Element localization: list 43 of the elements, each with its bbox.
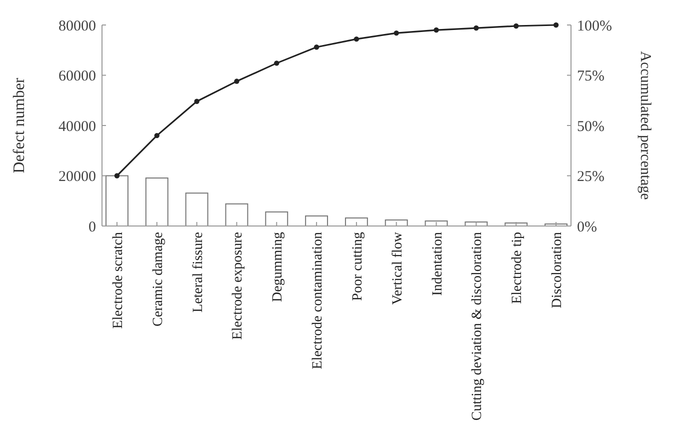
- y2-tick-label: 25%: [577, 169, 604, 185]
- y2-tick-label: 50%: [577, 118, 604, 135]
- y-axis-title: Defect number: [11, 77, 28, 174]
- x-tick-label: Degumming: [270, 232, 286, 302]
- point: [314, 44, 320, 50]
- x-tick-label: Electrode contamination: [310, 232, 326, 370]
- y2-tick-label: 75%: [577, 68, 604, 84]
- y2-axis-title: Accumulated percentage: [637, 51, 653, 200]
- x-tick-label: Vertical flow: [390, 231, 406, 305]
- point: [553, 22, 559, 28]
- y-tick-label: 20000: [58, 169, 96, 185]
- point: [274, 60, 280, 66]
- y-tick-label: 80000: [58, 18, 96, 34]
- bar: [265, 211, 288, 226]
- x-tick-label: Electrode tip: [510, 232, 526, 304]
- y-tick-label: 0: [88, 219, 96, 236]
- point: [234, 78, 240, 84]
- point: [114, 173, 120, 178]
- point: [154, 132, 160, 138]
- point: [514, 23, 519, 29]
- x-tick-label: Electrode scratch: [110, 232, 126, 329]
- x-tick-label: Cutting deviation & discoloration: [470, 232, 486, 421]
- bar: [305, 215, 328, 226]
- y-tick-label: 60000: [58, 68, 96, 84]
- x-tick-label: Indentation: [430, 232, 446, 296]
- bar: [185, 192, 208, 226]
- x-tick-label: Discoloration: [550, 232, 566, 308]
- bar: [344, 217, 368, 226]
- bar: [145, 178, 168, 226]
- y-tick-label: 40000: [58, 118, 96, 135]
- point: [434, 27, 439, 33]
- x-tick-label: Electrode exposure: [230, 232, 246, 340]
- x-tick-label: Leteral fissure: [190, 232, 206, 312]
- point: [474, 25, 479, 31]
- point: [394, 30, 399, 36]
- x-tick-label: Ceramic damage: [150, 232, 166, 326]
- bar: [105, 175, 128, 226]
- point: [354, 36, 360, 42]
- y2-tick-label: 100%: [577, 18, 612, 34]
- point: [194, 98, 200, 104]
- y2-tick-label: 0%: [577, 219, 597, 236]
- bar: [225, 203, 248, 226]
- x-tick-label: Poor cutting: [350, 232, 366, 301]
